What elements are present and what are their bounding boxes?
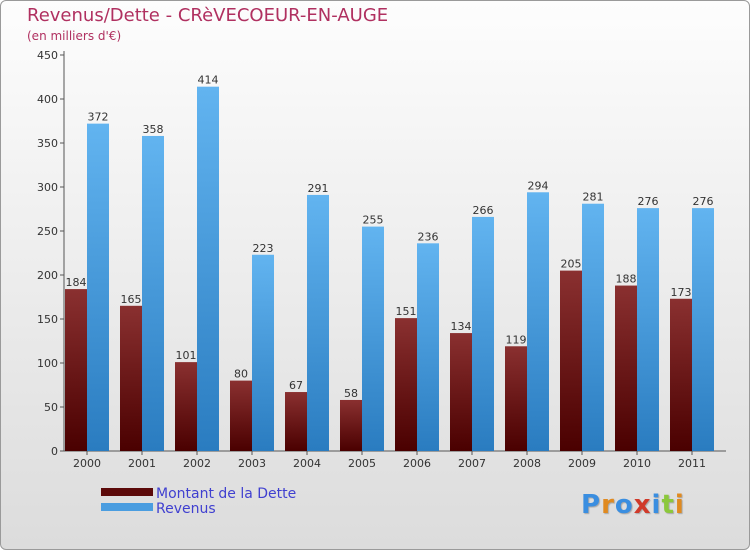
legend: Montant de la Dette Revenus	[101, 487, 296, 517]
y-tick-label: 250	[37, 225, 58, 238]
bar-debt	[505, 346, 527, 451]
y-tick-label: 100	[37, 357, 58, 370]
logo-letter: o	[614, 490, 634, 520]
bar-revenue	[87, 123, 109, 451]
data-label-revenue: 281	[583, 191, 604, 204]
logo-letter: i	[651, 490, 662, 520]
data-label-revenue: 294	[528, 179, 549, 192]
proxiti-logo: Proxiti	[581, 490, 685, 520]
bar-debt	[450, 333, 472, 451]
y-tick-label: 150	[37, 313, 58, 326]
logo-letter: P	[581, 490, 602, 520]
data-label-revenue: 266	[473, 204, 494, 217]
data-label-debt: 119	[506, 333, 527, 346]
bar-revenue	[252, 254, 274, 451]
bar-revenue	[197, 86, 219, 452]
data-label-revenue: 276	[638, 195, 659, 208]
legend-label-revenue: Revenus	[156, 501, 216, 517]
x-tick-label: 2007	[458, 457, 486, 470]
legend-swatch-debt	[101, 488, 153, 496]
logo-letter: i	[674, 490, 685, 520]
data-label-debt: 151	[396, 305, 417, 318]
bar-debt	[230, 380, 252, 451]
data-label-debt: 205	[561, 258, 582, 271]
bar-revenue	[527, 192, 549, 451]
data-label-revenue: 372	[88, 111, 109, 124]
data-label-revenue: 358	[143, 123, 164, 136]
bar-debt	[120, 305, 142, 451]
x-tick-label: 2006	[403, 457, 431, 470]
bar-revenue	[582, 203, 604, 451]
data-label-debt: 101	[176, 349, 197, 362]
bar-revenue	[362, 226, 384, 451]
bar-revenue	[472, 216, 494, 451]
legend-item-revenue: Revenus	[101, 502, 296, 517]
data-label-revenue: 236	[418, 230, 439, 243]
x-tick-label: 2000	[73, 457, 101, 470]
bar-revenue	[637, 208, 659, 451]
y-tick-label: 50	[44, 401, 58, 414]
y-tick-label: 400	[37, 93, 58, 106]
bar-debt	[175, 362, 197, 451]
data-label-debt: 58	[344, 387, 358, 400]
data-label-debt: 184	[66, 276, 87, 289]
legend-item-debt: Montant de la Dette	[101, 487, 296, 502]
bar-revenue	[417, 243, 439, 451]
x-tick-label: 2002	[183, 457, 211, 470]
legend-label-debt: Montant de la Dette	[156, 486, 297, 502]
x-tick-label: 2004	[293, 457, 321, 470]
y-tick-label: 350	[37, 137, 58, 150]
data-label-debt: 173	[671, 286, 692, 299]
x-tick-label: 2011	[678, 457, 706, 470]
data-label-revenue: 223	[253, 242, 274, 255]
data-label-revenue: 414	[198, 74, 219, 87]
bar-debt	[670, 298, 692, 451]
logo-letter: x	[633, 490, 652, 520]
logo-letter: r	[601, 490, 615, 520]
x-tick-label: 2005	[348, 457, 376, 470]
data-label-revenue: 255	[363, 214, 384, 227]
data-label-revenue: 276	[693, 195, 714, 208]
y-tick-label: 300	[37, 181, 58, 194]
bars: 184 372 165 358 101 414 80 223 67 291 58 255 151 236 1…	[65, 74, 714, 452]
bar-debt	[65, 289, 87, 451]
chart-title: Revenus/Dette - CRèVECOEUR-EN-AUGE	[27, 5, 389, 26]
data-label-revenue: 291	[308, 182, 329, 195]
x-tick-label: 2008	[513, 457, 541, 470]
x-tick-label: 2009	[568, 457, 596, 470]
bar-revenue	[692, 208, 714, 451]
y-tick-label: 0	[51, 445, 58, 458]
data-label-debt: 165	[121, 293, 142, 306]
bar-revenue	[307, 194, 329, 452]
logo-letter: t	[661, 490, 675, 520]
x-tick-label: 2001	[128, 457, 156, 470]
x-tick-label: 2010	[623, 457, 651, 470]
bar-debt	[560, 270, 582, 451]
bar-debt	[395, 318, 417, 451]
bar-revenue	[142, 135, 164, 451]
legend-swatch-revenue	[101, 503, 153, 511]
data-label-debt: 80	[234, 368, 248, 381]
y-tick-label: 200	[37, 269, 58, 282]
data-label-debt: 67	[289, 379, 303, 392]
data-label-debt: 134	[451, 320, 472, 333]
x-tick-label: 2003	[238, 457, 266, 470]
bar-debt	[285, 392, 307, 451]
bar-debt	[340, 399, 362, 451]
chart-subtitle: (en milliers d'€)	[27, 29, 122, 43]
data-label-debt: 188	[616, 273, 637, 286]
bar-debt	[615, 285, 637, 451]
y-tick-label: 450	[37, 49, 58, 62]
